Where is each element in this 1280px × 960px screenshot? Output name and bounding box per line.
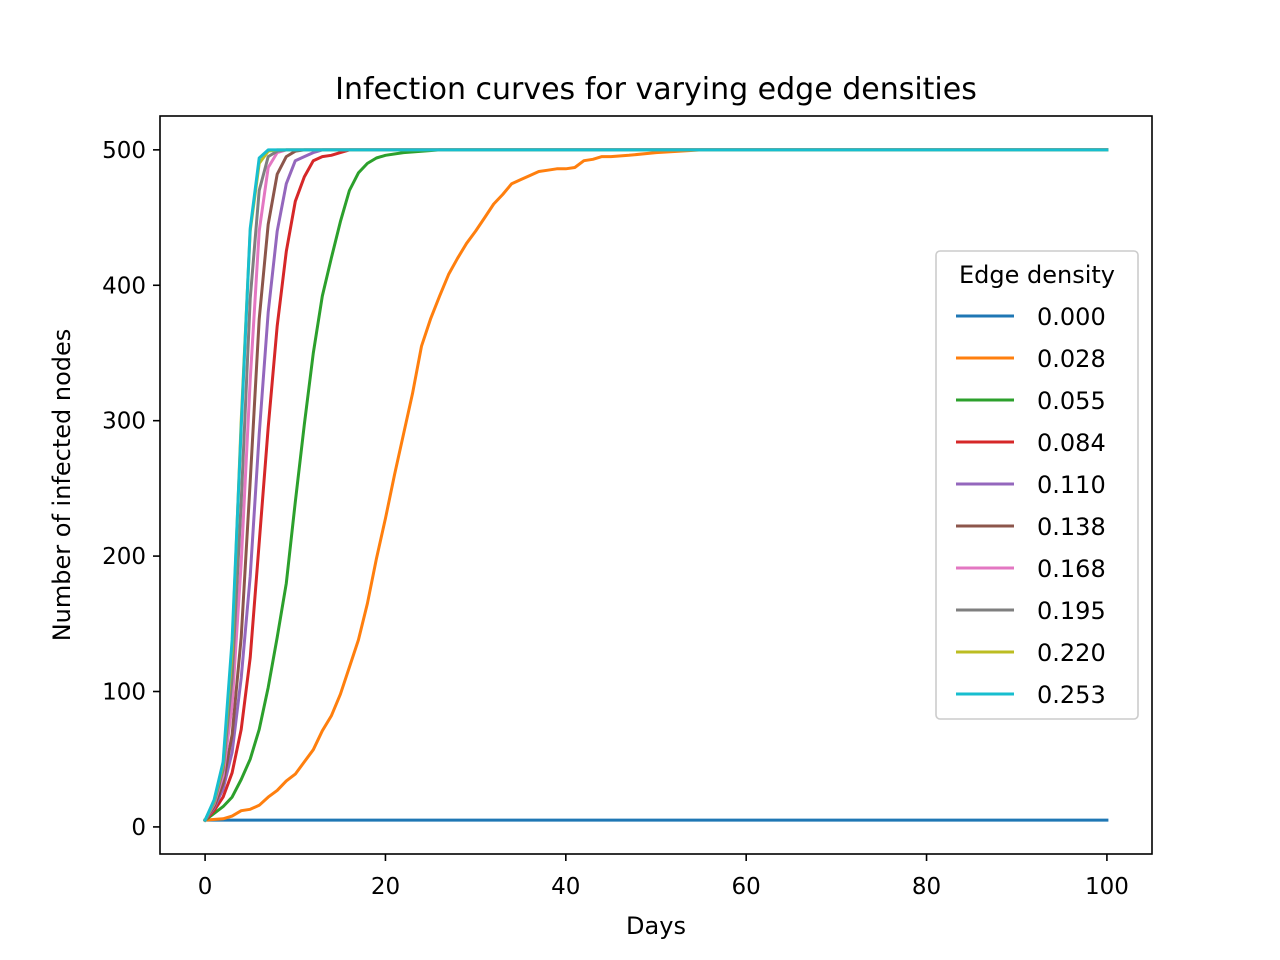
x-tick-label: 20 bbox=[371, 874, 400, 900]
x-tick-label: 60 bbox=[732, 874, 761, 900]
y-axis-label: Number of infected nodes bbox=[48, 329, 76, 642]
legend-title: Edge density bbox=[959, 261, 1115, 289]
x-tick-label: 40 bbox=[551, 874, 580, 900]
legend-box bbox=[935, 250, 1139, 720]
legend-label-6: 0.168 bbox=[1037, 555, 1106, 583]
series-line-4 bbox=[203, 148, 1109, 823]
series-line-3 bbox=[202, 148, 1109, 823]
legend-label-3: 0.084 bbox=[1037, 429, 1106, 457]
legend-entries: 0.000 0.028 0.055 0.084 0.110 0.138 0.168 0.195… bbox=[956, 303, 1106, 709]
chart-title: Infection curves for varying edge densit… bbox=[335, 72, 977, 107]
legend-label-9: 0.253 bbox=[1037, 681, 1106, 709]
legend-label-5: 0.138 bbox=[1037, 513, 1106, 541]
legend-label-7: 0.195 bbox=[1037, 597, 1106, 625]
x-axis: 0 20 40 60 80 100 bbox=[198, 854, 1129, 900]
x-tick-label: 80 bbox=[912, 874, 941, 900]
y-axis: 0 100 200 300 400 500 bbox=[102, 138, 160, 841]
x-axis-label: Days bbox=[626, 912, 686, 940]
x-tick-label: 0 bbox=[198, 874, 213, 900]
y-tick-label: 100 bbox=[102, 680, 146, 706]
y-tick-label: 300 bbox=[102, 409, 146, 435]
x-tick-label: 100 bbox=[1085, 874, 1129, 900]
plot-lines bbox=[202, 148, 1109, 823]
plot-frame bbox=[159, 115, 1153, 855]
legend: Edge density 0.0000.0280.0550.0840.1100.… bbox=[935, 250, 1139, 720]
legend-label-4: 0.110 bbox=[1037, 471, 1106, 499]
series-line-9 bbox=[203, 148, 1109, 823]
legend-label-2: 0.055 bbox=[1037, 387, 1106, 415]
legend-label-0: 0.000 bbox=[1037, 303, 1106, 331]
series-line-2 bbox=[203, 148, 1109, 823]
legend-label-8: 0.220 bbox=[1037, 639, 1106, 667]
y-tick-label: 500 bbox=[102, 138, 146, 164]
y-tick-label: 400 bbox=[102, 273, 146, 299]
y-tick-label: 200 bbox=[102, 544, 146, 570]
series-line-1 bbox=[203, 148, 1109, 822]
y-tick-label: 0 bbox=[131, 815, 146, 841]
legend-label-1: 0.028 bbox=[1037, 345, 1106, 373]
